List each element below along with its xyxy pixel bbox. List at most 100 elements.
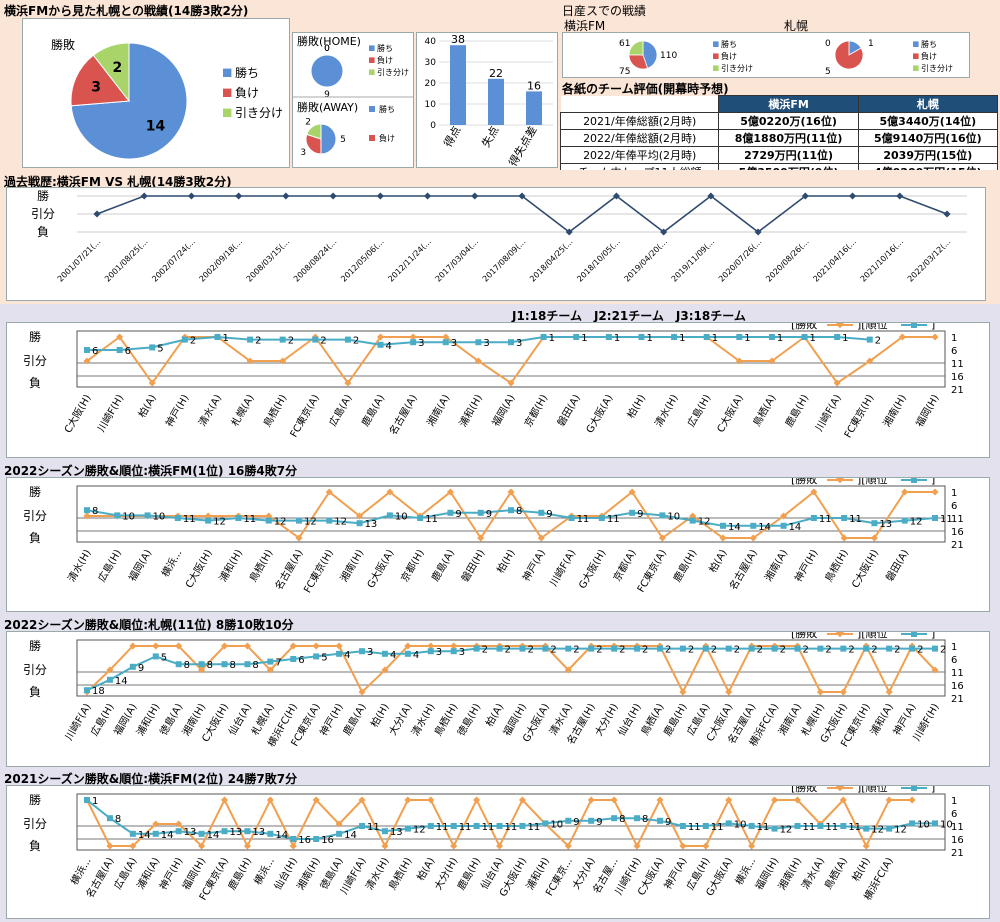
rank-value-label: 1 xyxy=(549,333,555,344)
x-tick-label: 2019/04/20(... xyxy=(623,237,670,284)
x-tick-label: 柏(A) xyxy=(135,392,159,420)
x-tick-label: 柏(A) xyxy=(414,855,438,883)
rank-value-label: 12 xyxy=(894,825,907,836)
rank-point xyxy=(932,820,938,827)
x-tick-label: 浦和(H) xyxy=(456,392,485,429)
result-point xyxy=(152,820,160,828)
result-point xyxy=(295,534,303,542)
rank-point xyxy=(442,339,449,346)
rank-point xyxy=(129,830,136,837)
x-tick-label: 神戸(H) xyxy=(163,392,192,429)
pie-slice-away xyxy=(306,123,322,140)
rank-value-label: 16 xyxy=(298,835,311,846)
rank-value-label: 8 xyxy=(252,660,258,671)
legend-label: 負け xyxy=(235,86,259,100)
eval-title: 各紙のチーム評価(開幕時予想) xyxy=(562,82,729,96)
history-point xyxy=(329,192,337,200)
result-point xyxy=(450,842,458,850)
x-tick-label: 神戸(A) xyxy=(519,547,548,584)
result-axis-label: 負 xyxy=(37,225,49,239)
rank-point xyxy=(181,336,188,343)
bar-value: 22 xyxy=(489,67,503,80)
result-line xyxy=(86,643,936,695)
eval-sap-value: 5億3440万(14位) xyxy=(857,112,999,130)
pie-label: 0 xyxy=(324,44,330,54)
plot-frame xyxy=(76,485,946,543)
x-tick-label: 2001/07/21(... xyxy=(56,237,103,284)
rank-value-label: 18 xyxy=(92,686,105,697)
x-tick-label: 柏(H) xyxy=(624,392,648,421)
rank-point xyxy=(290,836,297,842)
rank-value-label: 12 xyxy=(213,517,226,528)
rank-value-label: 12 xyxy=(413,825,426,836)
result-point xyxy=(748,842,756,850)
rank-point xyxy=(932,645,938,652)
result-axis-label: 負 xyxy=(29,839,41,853)
rank-point xyxy=(909,645,916,652)
rank-point xyxy=(817,823,824,829)
rank-tick-label: 6 xyxy=(951,501,957,512)
pie-label: 0 xyxy=(324,44,330,54)
result-axis-label: 勝 xyxy=(29,792,41,807)
rank-tick-label: 21 xyxy=(951,540,964,551)
rank-value-label: 9 xyxy=(573,817,579,828)
pie-label: 75 xyxy=(619,67,630,77)
rank-value-label: 8 xyxy=(115,814,121,825)
x-tick-label: 横浜... xyxy=(251,855,277,887)
rank-point xyxy=(313,836,320,842)
result-axis-label: 引分 xyxy=(31,207,55,221)
rank-point xyxy=(834,334,841,340)
home-away-panel: 勝敗(HOME) 9 0 0 勝ち 負け 引き分け 勝敗(AWAY) 5 3 2 勝ち 負け xyxy=(292,32,414,168)
rank-line xyxy=(86,799,935,840)
rank-value-label: 10 xyxy=(122,511,135,522)
sap2022-title: 2022シーズン勝敗&順位:横浜FM(1位) 16勝4敗7分 xyxy=(4,464,298,478)
pie-slice-nissan-sap xyxy=(834,40,864,70)
rank-point xyxy=(598,515,605,521)
x-tick-label: C大阪(H) xyxy=(849,547,881,590)
rank-value-label: 14 xyxy=(275,830,288,841)
rank-value-label: 13 xyxy=(365,519,378,530)
result-point xyxy=(702,842,710,850)
goals-panel: 0 10 20 30 40 38 得点 22 失点 16 得失点差 xyxy=(416,32,558,169)
x-tick-label: 2017/03/04(... xyxy=(434,237,481,284)
result-point xyxy=(289,642,297,650)
rank-point xyxy=(863,825,870,832)
result-point xyxy=(409,333,417,341)
rank-value-label: 11 xyxy=(757,822,770,833)
rank-value-label: 11 xyxy=(688,822,701,833)
rank-value-label: 11 xyxy=(367,822,380,833)
rank-tick-label: 16 xyxy=(951,372,964,383)
x-tick-label: 札幌(A) xyxy=(228,392,257,429)
rank-value-label: 6 xyxy=(125,346,131,357)
legend-text: ] xyxy=(931,786,935,794)
eval-fm-value: 2729万円(11位) xyxy=(718,146,859,164)
rank-value-label: 2 xyxy=(288,336,294,347)
x-tick-label: 2018/10/05(... xyxy=(575,237,622,284)
legend-swatch xyxy=(369,106,375,112)
rank-point xyxy=(565,817,572,824)
legend-swatch xyxy=(913,65,919,71)
legend-label: 勝ち xyxy=(921,39,937,49)
history-point xyxy=(282,192,290,200)
legend-text: ][順位 xyxy=(857,478,888,486)
rank-value-label: 9 xyxy=(455,509,461,520)
history-point xyxy=(471,192,479,200)
x-tick-label: G大阪(A) xyxy=(364,547,397,590)
rank-point xyxy=(638,334,645,340)
pie-label: 14 xyxy=(146,118,166,134)
rank-value-label: 2 xyxy=(550,645,556,656)
rank-point xyxy=(810,515,817,521)
result-point xyxy=(679,842,687,850)
result-point xyxy=(931,488,939,496)
result-point xyxy=(473,796,481,804)
x-tick-label: 横浜... xyxy=(732,855,758,887)
result-point xyxy=(866,357,874,365)
rank-point xyxy=(205,517,212,524)
rank-value-label: 10 xyxy=(550,819,563,830)
rank-value-label: 1 xyxy=(646,333,652,344)
rank-value-label: 3 xyxy=(459,647,465,658)
rank-point xyxy=(540,334,547,340)
result-point xyxy=(518,796,526,804)
history-point xyxy=(707,192,715,200)
